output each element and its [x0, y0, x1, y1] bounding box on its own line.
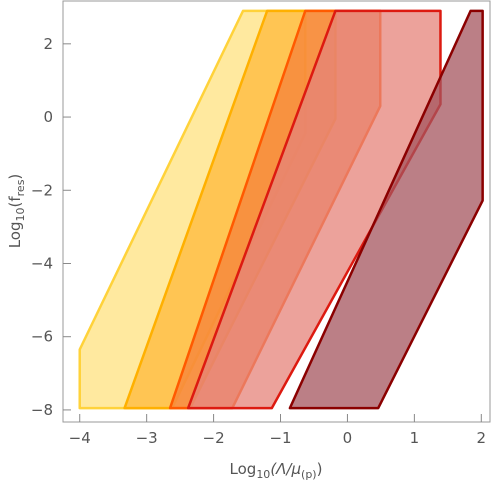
x-label-part: Log: [230, 460, 257, 478]
x-label-part: (p): [301, 468, 317, 481]
x-tick-label: 2: [477, 429, 487, 447]
x-tick-label: −2: [203, 429, 225, 447]
y-label-part: Log: [6, 221, 24, 248]
x-tick-label: 1: [410, 429, 420, 447]
x-axis-label: Log10(Λ/μ(p)): [230, 460, 323, 481]
y-label-part: ): [6, 174, 24, 180]
x-tick-label: 0: [343, 429, 353, 447]
y-label-part: 10: [14, 207, 27, 221]
x-tick-label: −4: [69, 429, 91, 447]
x-label-part: (Λ/μ: [270, 460, 301, 478]
region: [186, 9, 442, 410]
y-label-part: (f: [6, 196, 24, 208]
y-axis-label: Log10(fres): [6, 174, 27, 249]
y-label-part: res: [14, 179, 27, 196]
x-tick-label: −3: [136, 429, 158, 447]
y-tick-label: 2: [43, 35, 53, 53]
x-label-part: 10: [256, 468, 270, 481]
y-tick-label: −8: [31, 401, 53, 419]
y-tick-label: −4: [31, 254, 53, 272]
frame: [62, 0, 491, 423]
x-label-part: ): [317, 460, 323, 478]
y-tick-label: 0: [43, 108, 53, 126]
x-tick-label: −1: [269, 429, 291, 447]
y-tick-label: −6: [31, 328, 53, 346]
y-tick-label: −2: [31, 181, 53, 199]
region: [288, 9, 484, 410]
